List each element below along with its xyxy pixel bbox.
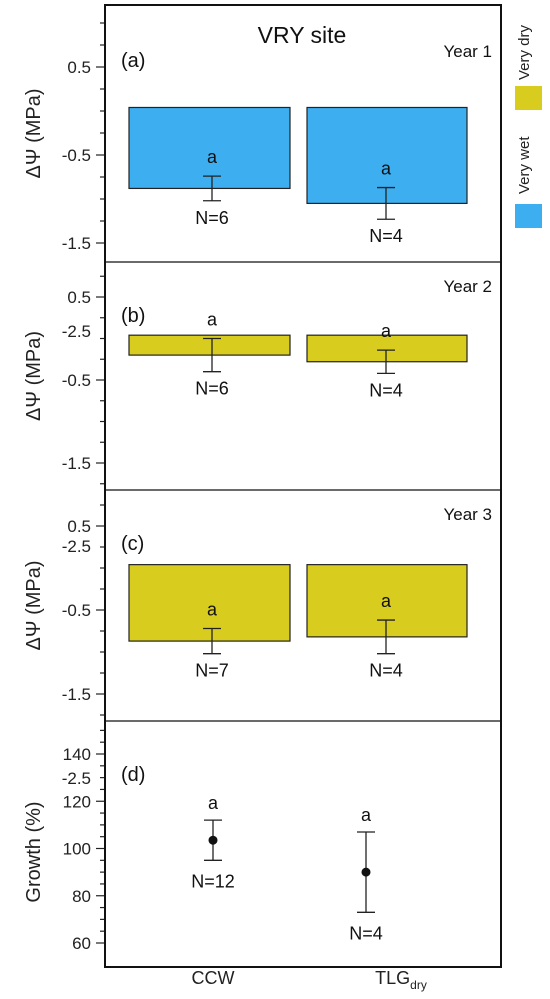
y-axis-label: ΔΨ (MPa) (23, 331, 45, 421)
figure-frame (104, 4, 502, 968)
panel-c: 0.5 -0.5 -1.5 -2.5 ΔΨ (MPa) (c) Year 3 a N=7 a N=4 (23, 504, 492, 788)
y-axis-label: Growth (%) (23, 801, 45, 902)
year-label: Year 2 (443, 277, 492, 296)
legend-swatch (515, 204, 542, 228)
bar (306, 564, 468, 638)
panel-b: 0.5 -0.5 -1.5 -2.5 ΔΨ (MPa) (b) Year 2 a N=6 a N=4 (23, 275, 492, 556)
y-tick-label: 80 (72, 887, 91, 906)
n-label: N=12 (191, 871, 235, 891)
bar (128, 334, 291, 356)
y-tick-label: -2.5 (62, 322, 91, 341)
frame-layer (104, 4, 502, 968)
n-label: N=6 (195, 379, 229, 399)
panel-a: 0.5 -0.5 -1.5 -2.5 ΔΨ (MPa) (a) Year 1 a N=6 a N=4 (23, 22, 492, 341)
y-axis-label: ΔΨ (MPa) (23, 88, 45, 178)
n-label: N=4 (369, 661, 403, 681)
panel-label: (a) (121, 50, 145, 72)
legend-swatch (515, 86, 542, 110)
panel-label: (c) (121, 533, 144, 555)
y-tick-label: -2.5 (62, 769, 91, 788)
y-tick-label: 140 (63, 745, 91, 764)
significance-label: a (361, 805, 372, 825)
significance-label: a (381, 159, 392, 179)
year-label: Year 3 (443, 505, 492, 524)
category-label: CCW (192, 968, 235, 988)
significance-label: a (381, 321, 392, 341)
y-tick-label: -2.5 (62, 537, 91, 556)
significance-label: a (208, 793, 219, 813)
n-label: N=4 (369, 226, 403, 246)
n-label: N=4 (349, 923, 383, 943)
y-tick-label: 0.5 (67, 58, 91, 77)
data-point (208, 835, 218, 845)
chart-title: VRY site (258, 22, 347, 48)
n-label: N=7 (195, 661, 229, 681)
bar (306, 334, 468, 363)
significance-label: a (207, 599, 218, 619)
y-tick-label: 60 (72, 934, 91, 953)
panel-label: (d) (121, 764, 145, 786)
panels: 0.5 -0.5 -1.5 -2.5 ΔΨ (MPa) (a) Year 1 a N=6 a N=4… (23, 22, 492, 953)
y-tick-label: -1.5 (62, 685, 91, 704)
category-labels: CCW TLGdry (192, 968, 427, 992)
bar (128, 106, 291, 190)
y-tick-label: -1.5 (62, 454, 91, 473)
legend-label: Very wet (516, 136, 533, 194)
bar (306, 106, 468, 205)
category-subscript: dry (410, 978, 427, 992)
significance-label: a (207, 310, 218, 330)
y-tick-label: 0.5 (67, 517, 91, 536)
y-tick-label: -0.5 (62, 146, 91, 165)
y-tick-label: 0.5 (67, 288, 91, 307)
panel-label: (b) (121, 305, 145, 327)
category-label: TLGdry (375, 968, 427, 992)
significance-label: a (207, 147, 218, 167)
year-label: Year 1 (443, 42, 492, 61)
legend: Very dry Very wet (515, 24, 542, 228)
y-axis-label: ΔΨ (MPa) (23, 560, 45, 650)
y-tick-label: 100 (63, 840, 91, 859)
y-tick-label: 120 (63, 792, 91, 811)
y-tick-label: -0.5 (62, 601, 91, 620)
n-label: N=4 (369, 380, 403, 400)
panel-d: 60 80 100 120 140 Growth (%) (d) a N=12 a N=4 (23, 729, 383, 953)
data-point (361, 867, 371, 877)
significance-label: a (381, 591, 392, 611)
y-tick-label: -0.5 (62, 371, 91, 390)
y-tick-label: -1.5 (62, 234, 91, 253)
legend-label: Very dry (516, 24, 533, 80)
n-label: N=6 (195, 208, 229, 228)
